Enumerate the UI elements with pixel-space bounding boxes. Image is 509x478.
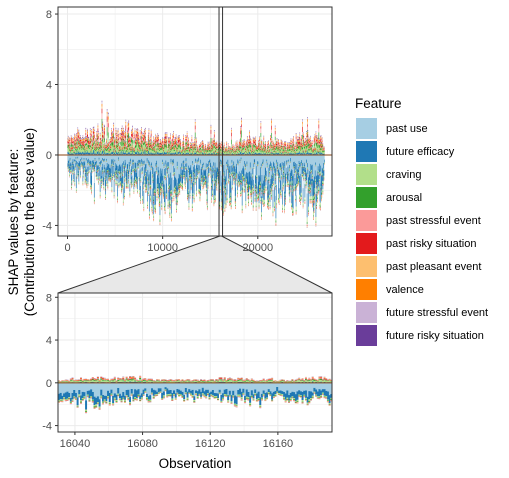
legend-item: past pleasant event — [356, 256, 481, 277]
legend-title: Feature — [355, 96, 402, 111]
legend-label: valence — [386, 284, 424, 296]
y-tick-label: 8 — [46, 292, 52, 304]
x-tick-label: 20000 — [242, 242, 273, 254]
legend-key — [356, 233, 377, 254]
legend-item: future stressful event — [356, 302, 488, 323]
x-tick-label: 0 — [64, 242, 70, 254]
legend-item: future risky situation — [356, 325, 484, 346]
top-panel-series — [58, 100, 332, 228]
legend-items: past use future efficacy craving arousal pas… — [356, 118, 488, 346]
zoom-connector — [57, 235, 333, 294]
series-group — [67, 100, 325, 228]
legend-key — [356, 256, 377, 277]
legend-label: future stressful event — [386, 307, 488, 319]
legend-item: past stressful event — [356, 210, 481, 231]
series-future-efficacy-negative — [67, 156, 325, 219]
legend-label: craving — [386, 169, 421, 181]
legend-item: past use — [356, 118, 428, 139]
legend-key — [356, 210, 377, 231]
legend-label: past risky situation — [386, 238, 476, 250]
legend-key — [356, 279, 377, 300]
series-craving-negative — [67, 158, 325, 222]
legend-key — [356, 325, 377, 346]
legend-label: past use — [386, 123, 428, 135]
legend-item: past risky situation — [356, 233, 476, 254]
y-tick-label: 0 — [46, 378, 52, 390]
series-craving-negative — [58, 389, 332, 412]
x-tick-label: 16160 — [263, 438, 294, 450]
y-tick-label: -4 — [42, 421, 52, 433]
series-arousal-negative — [67, 158, 325, 225]
panel-border — [57, 292, 333, 433]
y-tick-label: -4 — [42, 220, 52, 232]
legend-key — [356, 118, 377, 139]
y-tick-label: 4 — [46, 80, 52, 92]
legend-key — [356, 141, 377, 162]
x-axis-title: Observation — [159, 456, 232, 471]
top-panel-tick-labels: -4 0 4 8 0 10000 20000 — [42, 9, 273, 254]
bottom-panel-frame — [57, 292, 333, 433]
legend-label: future risky situation — [386, 330, 484, 342]
legend-label: past pleasant event — [386, 261, 481, 273]
bottom-panel-grid — [58, 293, 332, 432]
panel-border — [57, 6, 333, 237]
bottom-panel-series — [58, 375, 332, 414]
y-tick-label: 8 — [46, 9, 52, 21]
legend-item: valence — [356, 279, 424, 300]
bottom-panel-tick-labels: -4 0 4 8 16040 16080 16120 16160 — [42, 292, 293, 450]
legend-item: craving — [356, 164, 421, 185]
legend-item: arousal — [356, 187, 422, 208]
legend-item: future efficacy — [356, 141, 455, 162]
x-tick-label: 16080 — [127, 438, 158, 450]
panel-background — [58, 293, 332, 432]
y-axis-title-line: (Contribution to the base value) — [22, 128, 37, 316]
legend-key — [356, 302, 377, 323]
y-tick-label: 0 — [46, 150, 52, 162]
series-group — [58, 375, 332, 414]
legend: Feature past use future efficacy craving ar… — [355, 96, 488, 346]
legend-key — [356, 164, 377, 185]
legend-label: future efficacy — [386, 146, 455, 158]
x-tick-label: 16120 — [195, 438, 226, 450]
zoom-connector-area — [57, 235, 333, 294]
legend-key — [356, 187, 377, 208]
series-arousal-positive — [58, 378, 332, 383]
y-axis-title-line: SHAP values by feature: — [6, 149, 21, 296]
series-craving-positive — [58, 379, 332, 383]
x-tick-label: 16040 — [60, 438, 91, 450]
top-panel-frame — [57, 6, 333, 237]
y-axis-title: SHAP values by feature:(Contribution to … — [6, 128, 37, 316]
y-tick-label: 4 — [46, 335, 52, 347]
legend-label: past stressful event — [386, 215, 481, 227]
legend-label: arousal — [386, 192, 422, 204]
series-future-efficacy-negative — [58, 387, 332, 410]
x-tick-label: 10000 — [147, 242, 178, 254]
